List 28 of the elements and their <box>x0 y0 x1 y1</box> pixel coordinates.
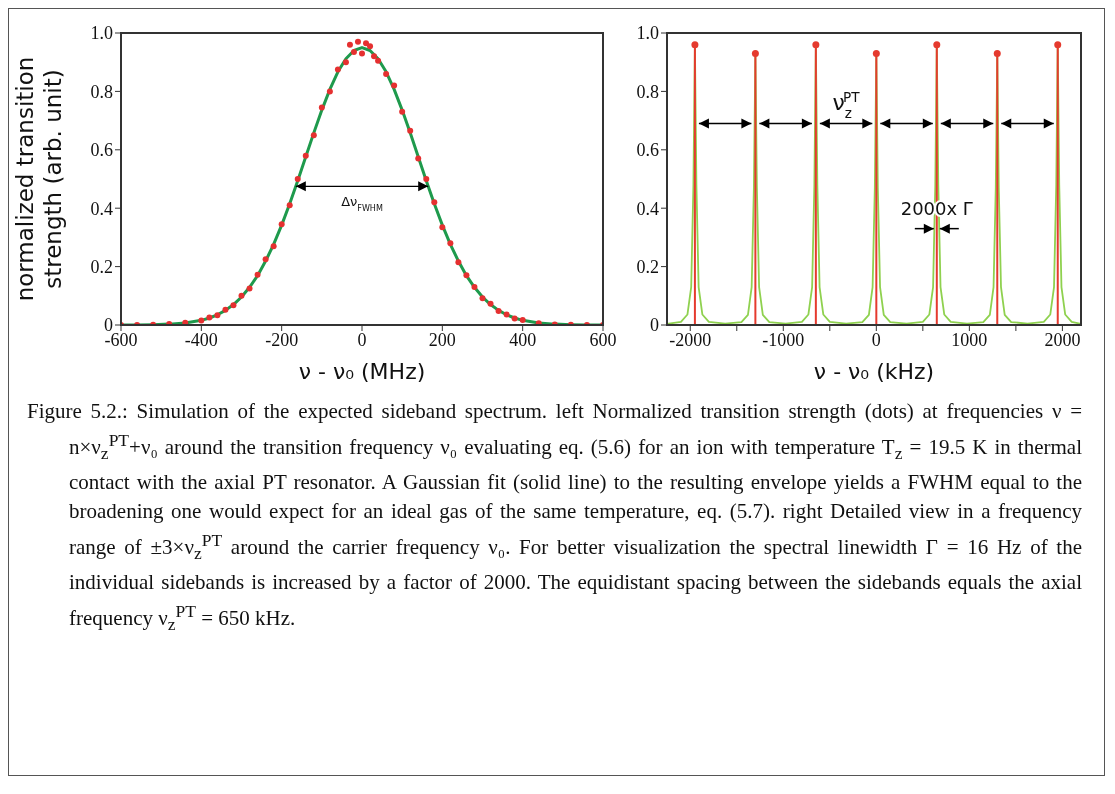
annotation: Δν$_{FWHM}$ <box>341 194 383 213</box>
y-axis-title: normalized transition strength (arb. unit) <box>12 56 66 302</box>
y-tick-label: 0.8 <box>636 81 659 102</box>
x-tick-label: 600 <box>589 329 617 350</box>
x-tick-label: -2000 <box>669 329 712 350</box>
y-tick-label: 0 <box>650 315 659 336</box>
x-tick-label: 0 <box>357 329 367 350</box>
x-tick-label: -1000 <box>762 329 805 350</box>
x-tick-label: 200 <box>428 329 456 350</box>
x-tick-label: 0 <box>871 329 881 350</box>
y-tick-label: 0.2 <box>90 256 113 277</box>
x-tick-label: 400 <box>509 329 537 350</box>
x-axis-title: ν - ν₀ (MHz) <box>298 359 426 384</box>
y-tick-label: 0.8 <box>90 81 113 102</box>
x-tick-label: 2000 <box>1044 329 1081 350</box>
y-tick-label: 0.4 <box>636 198 659 219</box>
x-tick-label: -400 <box>184 329 218 350</box>
y-tick-label: 0.6 <box>636 140 659 161</box>
y-tick-label: 0 <box>104 315 113 336</box>
y-tick-label: 1.0 <box>90 23 113 44</box>
x-axis-title: ν - ν₀ (kHz) <box>813 359 935 384</box>
y-tick-label: 0.2 <box>636 256 659 277</box>
y-tick-label: 1.0 <box>636 23 659 44</box>
text: Figure 5.2.: Simulation of the expected sideband spectrum. left Normalized transition strength (dots) at frequencies ν = n×ν$_{z}$$^{PT}$+ν₀ around the transition frequency ν₀ evaluating eq. (5.6) for an ion with temperature T$_{z}$ = 19.5 K in thermal contact with the axial PT resonator. A Gaussian fit (solid line) to the resulting envelope yields a FWHM equal to the broadening one would expect for an ideal gas of the same temperature, eq. (5.7). right Detailed view in a frequency range of ±3×ν$_{z}$$^{PT}$ around the carrier frequency ν₀. For better visualization the spectral linewidth Γ = 16 Hz of the individual sidebands is increased by a factor of 2000. The equidistant spacing between the sidebands equals the axial frequency ν$_{z}$$^{PT}$ = 650 kHz. <box>27 399 1082 635</box>
x-tick-label: 1000 <box>951 329 988 350</box>
y-tick-label: 0.4 <box>90 198 113 219</box>
y-tick-label: 0.6 <box>90 140 113 161</box>
x-tick-label: -200 <box>265 329 299 350</box>
